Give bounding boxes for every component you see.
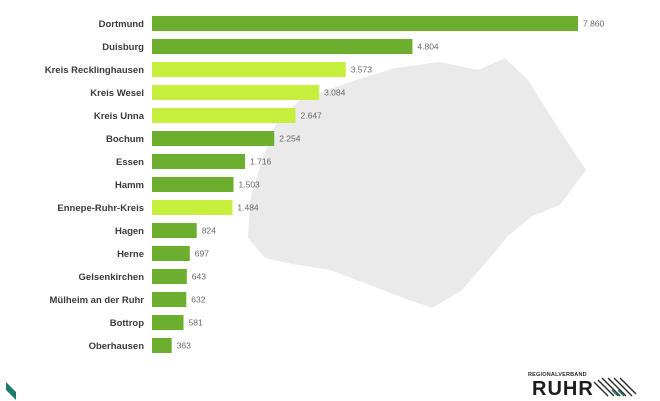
category-label: Hamm [115,180,144,191]
bar-dortmund [152,16,578,31]
logo-big-text: RUHR [532,378,594,400]
bars-group: Dortmund 7.860 Duisburg 4.804 Kreis Reckling… [45,16,605,353]
teal-corner-mark [6,382,16,400]
logo-small-text: REGIONALVERBAND [528,372,587,378]
rvr-logo: REGIONALVERBAND RUHR [528,372,640,400]
bar-kreis-unna [152,108,296,123]
region-map-shape [248,58,586,308]
category-label: Kreis Recklinghausen [45,65,144,76]
category-label: Ennepe-Ruhr-Kreis [57,203,144,214]
value-label: 3.573 [351,65,373,75]
category-label: Gelsenkirchen [79,272,145,283]
category-label: Mülheim an der Ruhr [50,295,145,306]
bar-herne [152,246,190,261]
category-label: Hagen [115,226,144,237]
category-label: Duisburg [102,42,144,53]
category-label: Kreis Unna [94,111,145,122]
bar-ennepe-ruhr-kreis [152,200,233,215]
value-label: 2.647 [301,111,323,121]
bar-bochum [152,131,275,146]
bar-oberhausen [152,338,172,353]
value-label: 2.254 [279,134,301,144]
value-label: 697 [195,249,209,259]
category-label: Dortmund [99,19,145,30]
bar-hagen [152,223,197,238]
bar-essen [152,154,245,169]
value-label: 643 [192,272,206,282]
value-label: 824 [202,226,216,236]
value-label: 4.804 [417,42,439,52]
value-label: 1.503 [239,180,261,190]
category-label: Bochum [106,134,144,145]
category-label: Bottrop [110,318,144,329]
value-label: 7.860 [583,19,605,29]
bar-duisburg [152,39,413,54]
value-label: 632 [191,295,205,305]
bar-gelsenkirchen [152,269,187,284]
category-label: Oberhausen [89,341,145,352]
category-label: Essen [116,157,144,168]
value-label: 363 [177,341,191,351]
value-label: 1.716 [250,157,272,167]
bar-hamm [152,177,234,192]
bar-bottrop [152,315,184,330]
category-label: Herne [117,249,144,260]
value-label: 3.084 [324,88,346,98]
value-label: 581 [189,318,203,328]
bar-kreis-wesel [152,85,320,100]
bar-kreis-recklinghausen [152,62,346,77]
value-label: 1.484 [237,203,259,213]
category-label: Kreis Wesel [90,88,144,99]
bar-mülheim-an-der-ruhr [152,292,187,307]
